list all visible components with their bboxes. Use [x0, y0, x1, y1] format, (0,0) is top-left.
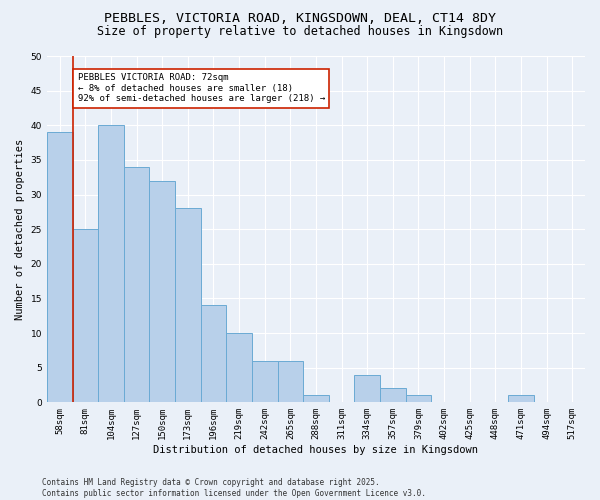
Y-axis label: Number of detached properties: Number of detached properties — [15, 138, 25, 320]
Bar — [124, 167, 149, 402]
Bar — [252, 361, 278, 403]
Bar — [355, 374, 380, 402]
Bar — [200, 306, 226, 402]
Bar — [380, 388, 406, 402]
Bar — [175, 208, 200, 402]
Text: Size of property relative to detached houses in Kingsdown: Size of property relative to detached ho… — [97, 25, 503, 38]
Bar — [303, 396, 329, 402]
Text: Contains HM Land Registry data © Crown copyright and database right 2025.
Contai: Contains HM Land Registry data © Crown c… — [42, 478, 426, 498]
Bar — [47, 132, 73, 402]
Text: PEBBLES VICTORIA ROAD: 72sqm
← 8% of detached houses are smaller (18)
92% of sem: PEBBLES VICTORIA ROAD: 72sqm ← 8% of det… — [77, 74, 325, 103]
Bar — [278, 361, 303, 403]
Bar — [73, 229, 98, 402]
Bar — [406, 396, 431, 402]
Bar — [149, 180, 175, 402]
Bar — [226, 333, 252, 402]
X-axis label: Distribution of detached houses by size in Kingsdown: Distribution of detached houses by size … — [154, 445, 478, 455]
Text: PEBBLES, VICTORIA ROAD, KINGSDOWN, DEAL, CT14 8DY: PEBBLES, VICTORIA ROAD, KINGSDOWN, DEAL,… — [104, 12, 496, 26]
Bar — [98, 126, 124, 402]
Bar — [508, 396, 534, 402]
